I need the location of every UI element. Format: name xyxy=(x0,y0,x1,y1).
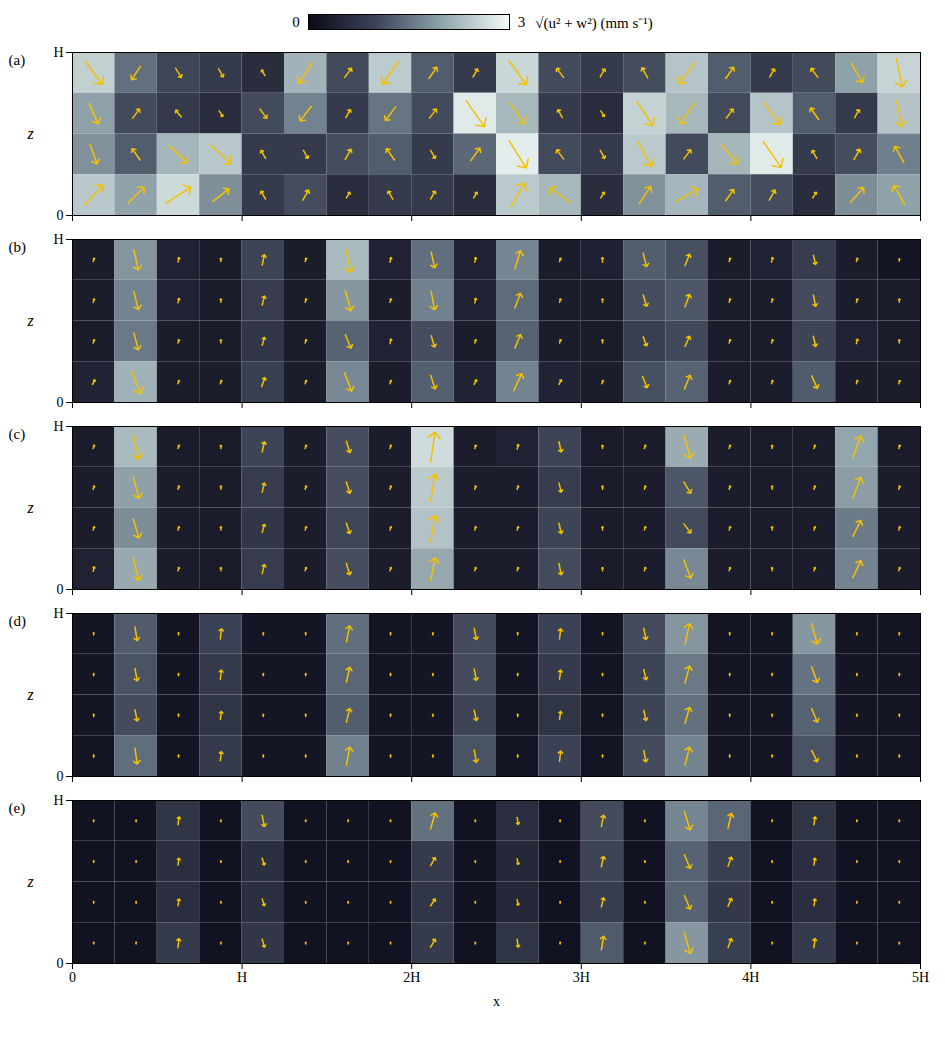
svg-text:H: H xyxy=(53,232,63,247)
svg-text:2H: 2H xyxy=(403,970,420,985)
svg-text:5H: 5H xyxy=(912,970,929,985)
svg-text:(a): (a) xyxy=(9,52,26,69)
svg-text:z: z xyxy=(26,873,34,890)
svg-text:z: z xyxy=(26,125,34,142)
html-text:√(u² + w²) (mm s⁻¹): √(u² + w²) (mm s⁻¹) xyxy=(535,15,653,31)
svg-text:0: 0 xyxy=(57,395,64,410)
svg-text:z: z xyxy=(26,499,34,516)
svg-text:H: H xyxy=(53,45,63,60)
svg-text:(e): (e) xyxy=(9,800,26,817)
svg-text:0: 0 xyxy=(57,208,64,223)
svg-text:(c): (c) xyxy=(9,426,26,443)
html-text:0: 0 xyxy=(292,13,300,30)
svg-text:H: H xyxy=(53,793,63,808)
svg-text:z: z xyxy=(26,686,34,703)
svg-text:0: 0 xyxy=(57,956,64,971)
svg-text:H: H xyxy=(53,419,63,434)
svg-text:H: H xyxy=(237,970,247,985)
svg-text:x: x xyxy=(493,994,500,1009)
svg-text:3H: 3H xyxy=(573,970,590,985)
svg-text:z: z xyxy=(26,312,34,329)
svg-text:0: 0 xyxy=(57,582,64,597)
svg-text:(b): (b) xyxy=(9,239,27,256)
svg-text:0: 0 xyxy=(57,769,64,784)
svg-text:(d): (d) xyxy=(9,613,27,630)
svg-text:0: 0 xyxy=(69,970,76,985)
svg-text:4H: 4H xyxy=(742,970,759,985)
html-text:3: 3 xyxy=(517,13,526,30)
svg-text:H: H xyxy=(53,606,63,621)
